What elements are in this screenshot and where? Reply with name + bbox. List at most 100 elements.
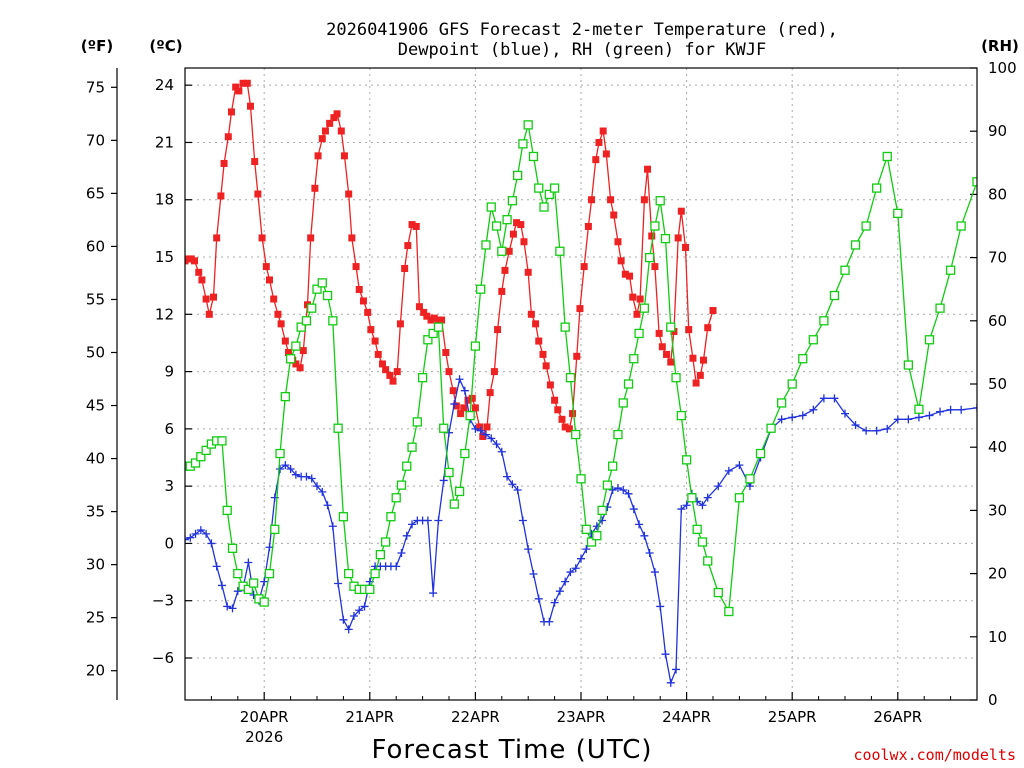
- fahrenheit-tick-label: 45: [86, 397, 105, 415]
- rh-point: [613, 429, 623, 440]
- dewpoint-point: [957, 405, 966, 414]
- rh-point: [592, 531, 602, 541]
- dewpoint-point: [318, 487, 327, 496]
- rh-point: [344, 568, 354, 579]
- celsius-tick-label: 18: [155, 191, 174, 209]
- rh-point: [444, 467, 454, 478]
- dewpoint-point: [196, 526, 205, 535]
- rh-point: [507, 196, 518, 206]
- dewpoint-point: [217, 581, 226, 590]
- temperature-point: [626, 272, 634, 280]
- temperature-point: [468, 394, 476, 402]
- temperature-point: [602, 150, 610, 158]
- temperature-point: [333, 110, 341, 118]
- temperature-point: [348, 234, 356, 242]
- rh-point: [365, 584, 375, 595]
- rh-point: [190, 458, 201, 468]
- temperature-point: [535, 337, 543, 345]
- rh-point: [534, 183, 544, 193]
- rh-point: [222, 505, 232, 516]
- temperature-point: [393, 368, 401, 376]
- temperature-point: [629, 293, 637, 301]
- rh-point: [370, 568, 380, 579]
- temperature-point: [750, 0, 757, 7]
- rh-point: [386, 512, 396, 522]
- temperature-point: [599, 127, 607, 135]
- temperature-point: [546, 381, 554, 389]
- temperature-point: [438, 316, 446, 324]
- temperature-point: [648, 232, 656, 240]
- rh-point: [560, 322, 570, 332]
- dewpoint-point: [946, 405, 955, 414]
- rh-point: [338, 512, 349, 522]
- rh-point: [465, 410, 475, 421]
- dewpoint-point: [550, 598, 559, 607]
- rh-point: [407, 442, 417, 452]
- temperature-point: [476, 423, 484, 431]
- temperature-point: [532, 320, 540, 328]
- rh-point: [201, 445, 211, 456]
- temperature-point: [227, 108, 235, 116]
- rh-point: [528, 151, 539, 162]
- temperature-point: [762, 0, 769, 7]
- dewpoint-point: [334, 579, 343, 588]
- dewpoint-point: [650, 568, 659, 577]
- dewpoint-point: [819, 394, 828, 403]
- rh-point: [264, 568, 275, 579]
- temperature-point: [195, 268, 203, 276]
- rh-point: [476, 284, 486, 294]
- temperature-point: [576, 305, 584, 313]
- temperature-point: [220, 159, 228, 167]
- rh-point: [307, 303, 317, 313]
- temperature-point: [573, 352, 581, 360]
- temperature-point: [498, 287, 506, 295]
- temperature-point: [371, 337, 379, 345]
- dewpoint-point: [408, 520, 417, 529]
- dewpoint-point: [207, 539, 216, 548]
- temperature-point: [689, 354, 697, 362]
- dewpoint-point: [450, 400, 459, 409]
- dewpoint-point: [260, 577, 269, 586]
- celsius-tick-label: 6: [164, 420, 174, 438]
- temperature-point: [412, 222, 420, 230]
- rh-point: [945, 265, 956, 275]
- rh-point: [681, 455, 692, 465]
- temperature-point: [281, 337, 289, 345]
- temperature-point: [692, 379, 700, 387]
- dewpoint-point: [513, 485, 522, 494]
- celsius-tick-label: 15: [155, 248, 174, 266]
- temperature-point: [265, 276, 273, 284]
- temperature-point: [517, 221, 525, 229]
- rh-tick-label: 50: [988, 375, 1007, 393]
- temperature-point: [420, 308, 428, 316]
- temperature-point: [292, 360, 300, 368]
- temperature-point: [314, 152, 322, 160]
- dewpoint-point: [661, 650, 670, 659]
- rh-point: [317, 278, 327, 288]
- temperature-point: [258, 234, 266, 242]
- temperature-point: [490, 368, 498, 376]
- x-tick-label: 20APR: [240, 708, 289, 726]
- temperature-point: [374, 350, 382, 358]
- celsius-tick-label: 21: [155, 133, 174, 151]
- temperature-point: [486, 389, 494, 397]
- rh-point: [275, 448, 285, 459]
- dewpoint-point: [503, 472, 512, 481]
- rh-point: [840, 265, 850, 275]
- rh-tick-label: 90: [988, 122, 1007, 140]
- dewpoint-point: [223, 602, 232, 611]
- rh-unit-label: (RH): [981, 37, 1019, 55]
- rh-tick-label: 20: [988, 565, 1007, 583]
- rh-tick-label: 60: [988, 312, 1007, 330]
- temperature-point: [423, 312, 431, 320]
- rh-point: [512, 170, 523, 181]
- temperature-point: [699, 356, 707, 364]
- dewpoint-point: [487, 434, 496, 443]
- dewpoint-point: [703, 493, 712, 502]
- temperature-point: [655, 329, 663, 337]
- temperature-point: [974, 0, 981, 7]
- temperature-point: [386, 371, 394, 379]
- temperature-point: [191, 257, 199, 265]
- temperature-point: [595, 138, 603, 146]
- dewpoint-point: [276, 464, 285, 473]
